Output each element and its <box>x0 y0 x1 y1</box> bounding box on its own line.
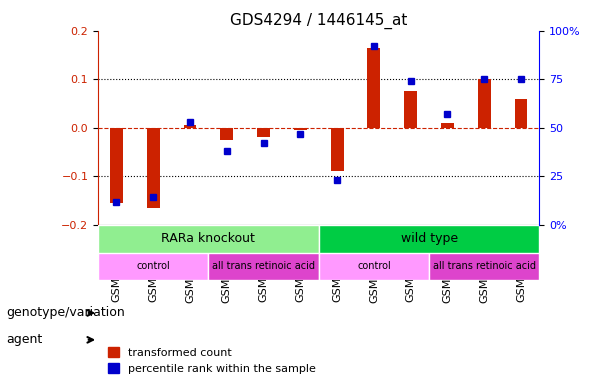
Bar <box>184 125 196 128</box>
Text: control: control <box>357 262 391 271</box>
Text: genotype/variation: genotype/variation <box>6 306 125 319</box>
FancyBboxPatch shape <box>319 253 429 280</box>
Bar <box>294 128 306 130</box>
Text: all trans retinoic acid: all trans retinoic acid <box>433 262 536 271</box>
Bar <box>110 128 123 203</box>
FancyBboxPatch shape <box>98 225 319 253</box>
Bar <box>147 128 159 208</box>
FancyBboxPatch shape <box>208 253 319 280</box>
FancyBboxPatch shape <box>429 253 539 280</box>
Text: wild type: wild type <box>400 232 458 245</box>
Bar <box>514 99 527 128</box>
Bar <box>441 123 454 128</box>
Bar <box>257 128 270 137</box>
Title: GDS4294 / 1446145_at: GDS4294 / 1446145_at <box>230 13 408 29</box>
Bar <box>221 128 233 140</box>
Text: control: control <box>136 262 170 271</box>
Legend: transformed count, percentile rank within the sample: transformed count, percentile rank withi… <box>104 343 321 379</box>
FancyBboxPatch shape <box>98 253 208 280</box>
Text: all trans retinoic acid: all trans retinoic acid <box>212 262 315 271</box>
Bar <box>478 79 490 128</box>
Bar <box>368 48 380 128</box>
FancyBboxPatch shape <box>319 225 539 253</box>
Bar <box>405 91 417 128</box>
Text: RARa knockout: RARa knockout <box>161 232 256 245</box>
Text: agent: agent <box>6 333 42 346</box>
Bar <box>331 128 343 172</box>
